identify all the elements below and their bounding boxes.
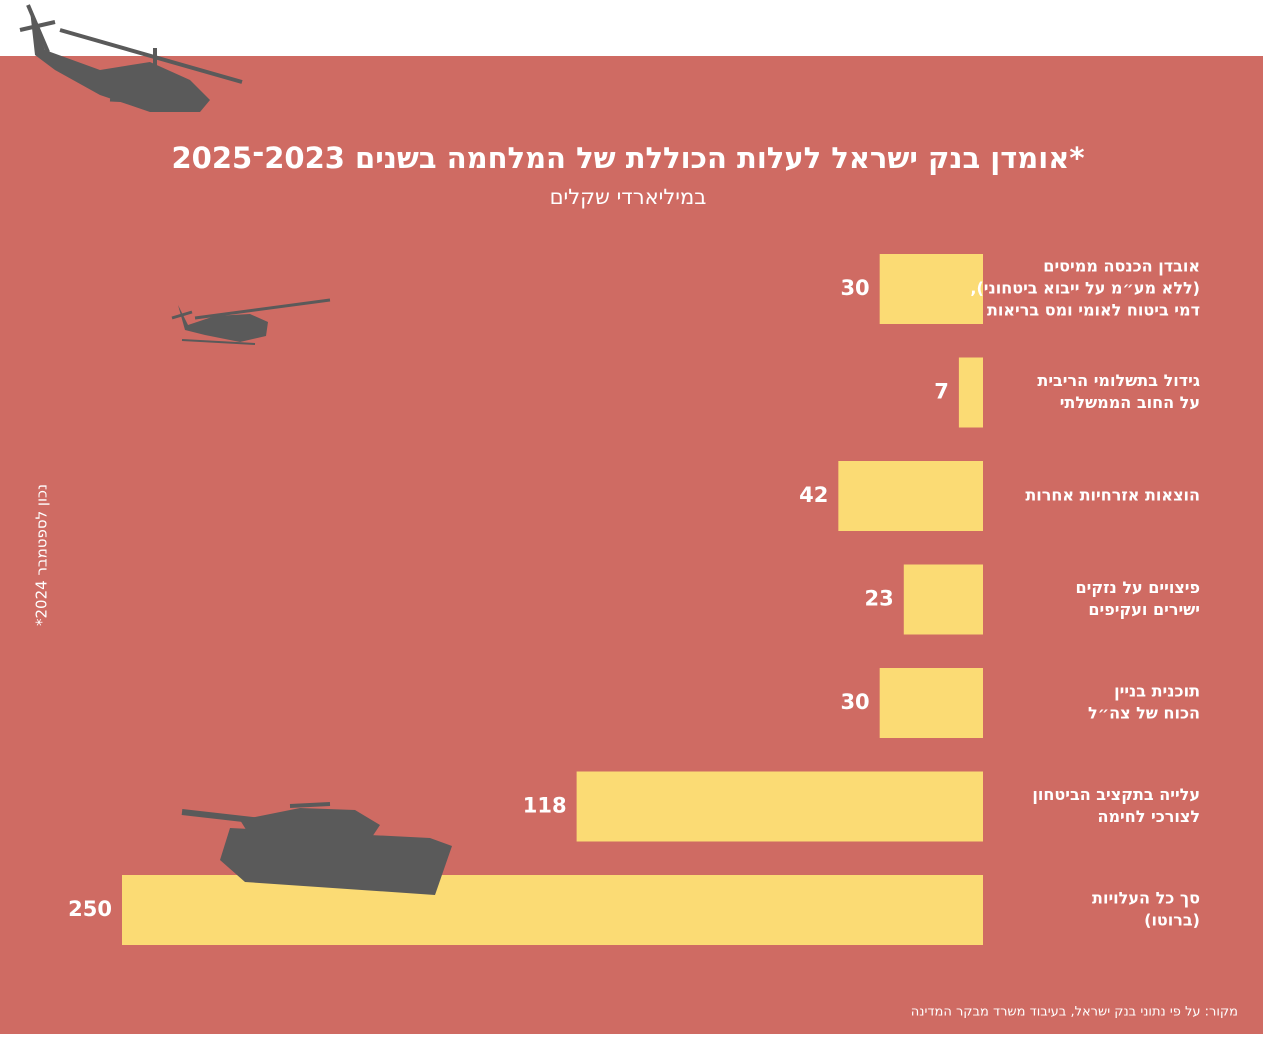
value-label: 7 bbox=[934, 380, 949, 404]
value-label: 23 bbox=[865, 587, 894, 611]
category-label: (ללא מע״מ על ייבוא ביטחוני), bbox=[970, 279, 1200, 298]
category-label: פיצויים על נזקים bbox=[1076, 578, 1201, 597]
category-label: לצורכי לחימה bbox=[1097, 807, 1200, 826]
bar bbox=[879, 668, 983, 738]
category-label: על החוב הממשלתי bbox=[1060, 393, 1200, 412]
tank-icon bbox=[181, 802, 452, 895]
category-label: דמי ביטוח לאומי ומס בריאות bbox=[987, 301, 1200, 320]
value-label: 30 bbox=[840, 276, 869, 300]
bar bbox=[958, 357, 983, 428]
source: מקור: על פי נתוני בנק ישראל, בעיבוד משרד… bbox=[911, 1005, 1238, 1020]
category-label: הכוח של צה״ל bbox=[1088, 704, 1200, 723]
bar bbox=[576, 771, 983, 842]
category-label: סך כל העלויות bbox=[1092, 889, 1200, 908]
category-label: (ברוטו) bbox=[1144, 911, 1200, 930]
category-label: הוצאות אזרחיות אחרות bbox=[1025, 486, 1200, 505]
bar bbox=[903, 564, 983, 635]
bar bbox=[838, 461, 983, 531]
category-label: אובדן הכנסה ממיסים bbox=[1043, 257, 1200, 276]
category-label: תוכנית בניין bbox=[1114, 682, 1200, 701]
bar bbox=[879, 254, 983, 324]
helicopter-icon bbox=[19, 4, 243, 112]
helicopter-icon bbox=[171, 298, 331, 345]
chart-title: אומדן בנק ישראל לעלות הכוללת של המלחמה ב… bbox=[171, 141, 1084, 175]
bar bbox=[122, 875, 983, 945]
category-label: ישירים ועקיפים bbox=[1088, 600, 1200, 619]
value-label: 118 bbox=[523, 794, 567, 818]
category-label: עלייה בתקציב הביטחון bbox=[1032, 785, 1200, 804]
chart-background bbox=[0, 56, 1263, 1034]
chart-subtitle: במיליארדי שקלים bbox=[550, 185, 707, 209]
value-label: 250 bbox=[68, 897, 112, 921]
category-label: גידול בתשלומי הריבית bbox=[1037, 371, 1200, 390]
value-label: 42 bbox=[799, 483, 828, 507]
value-label: 30 bbox=[840, 690, 869, 714]
footnote: *נכון לספטמבר 2024 bbox=[33, 484, 51, 626]
bars: 30 אובדן הכנסה ממיסים (ללא מע״מ על ייבוא ב… bbox=[68, 254, 1200, 945]
